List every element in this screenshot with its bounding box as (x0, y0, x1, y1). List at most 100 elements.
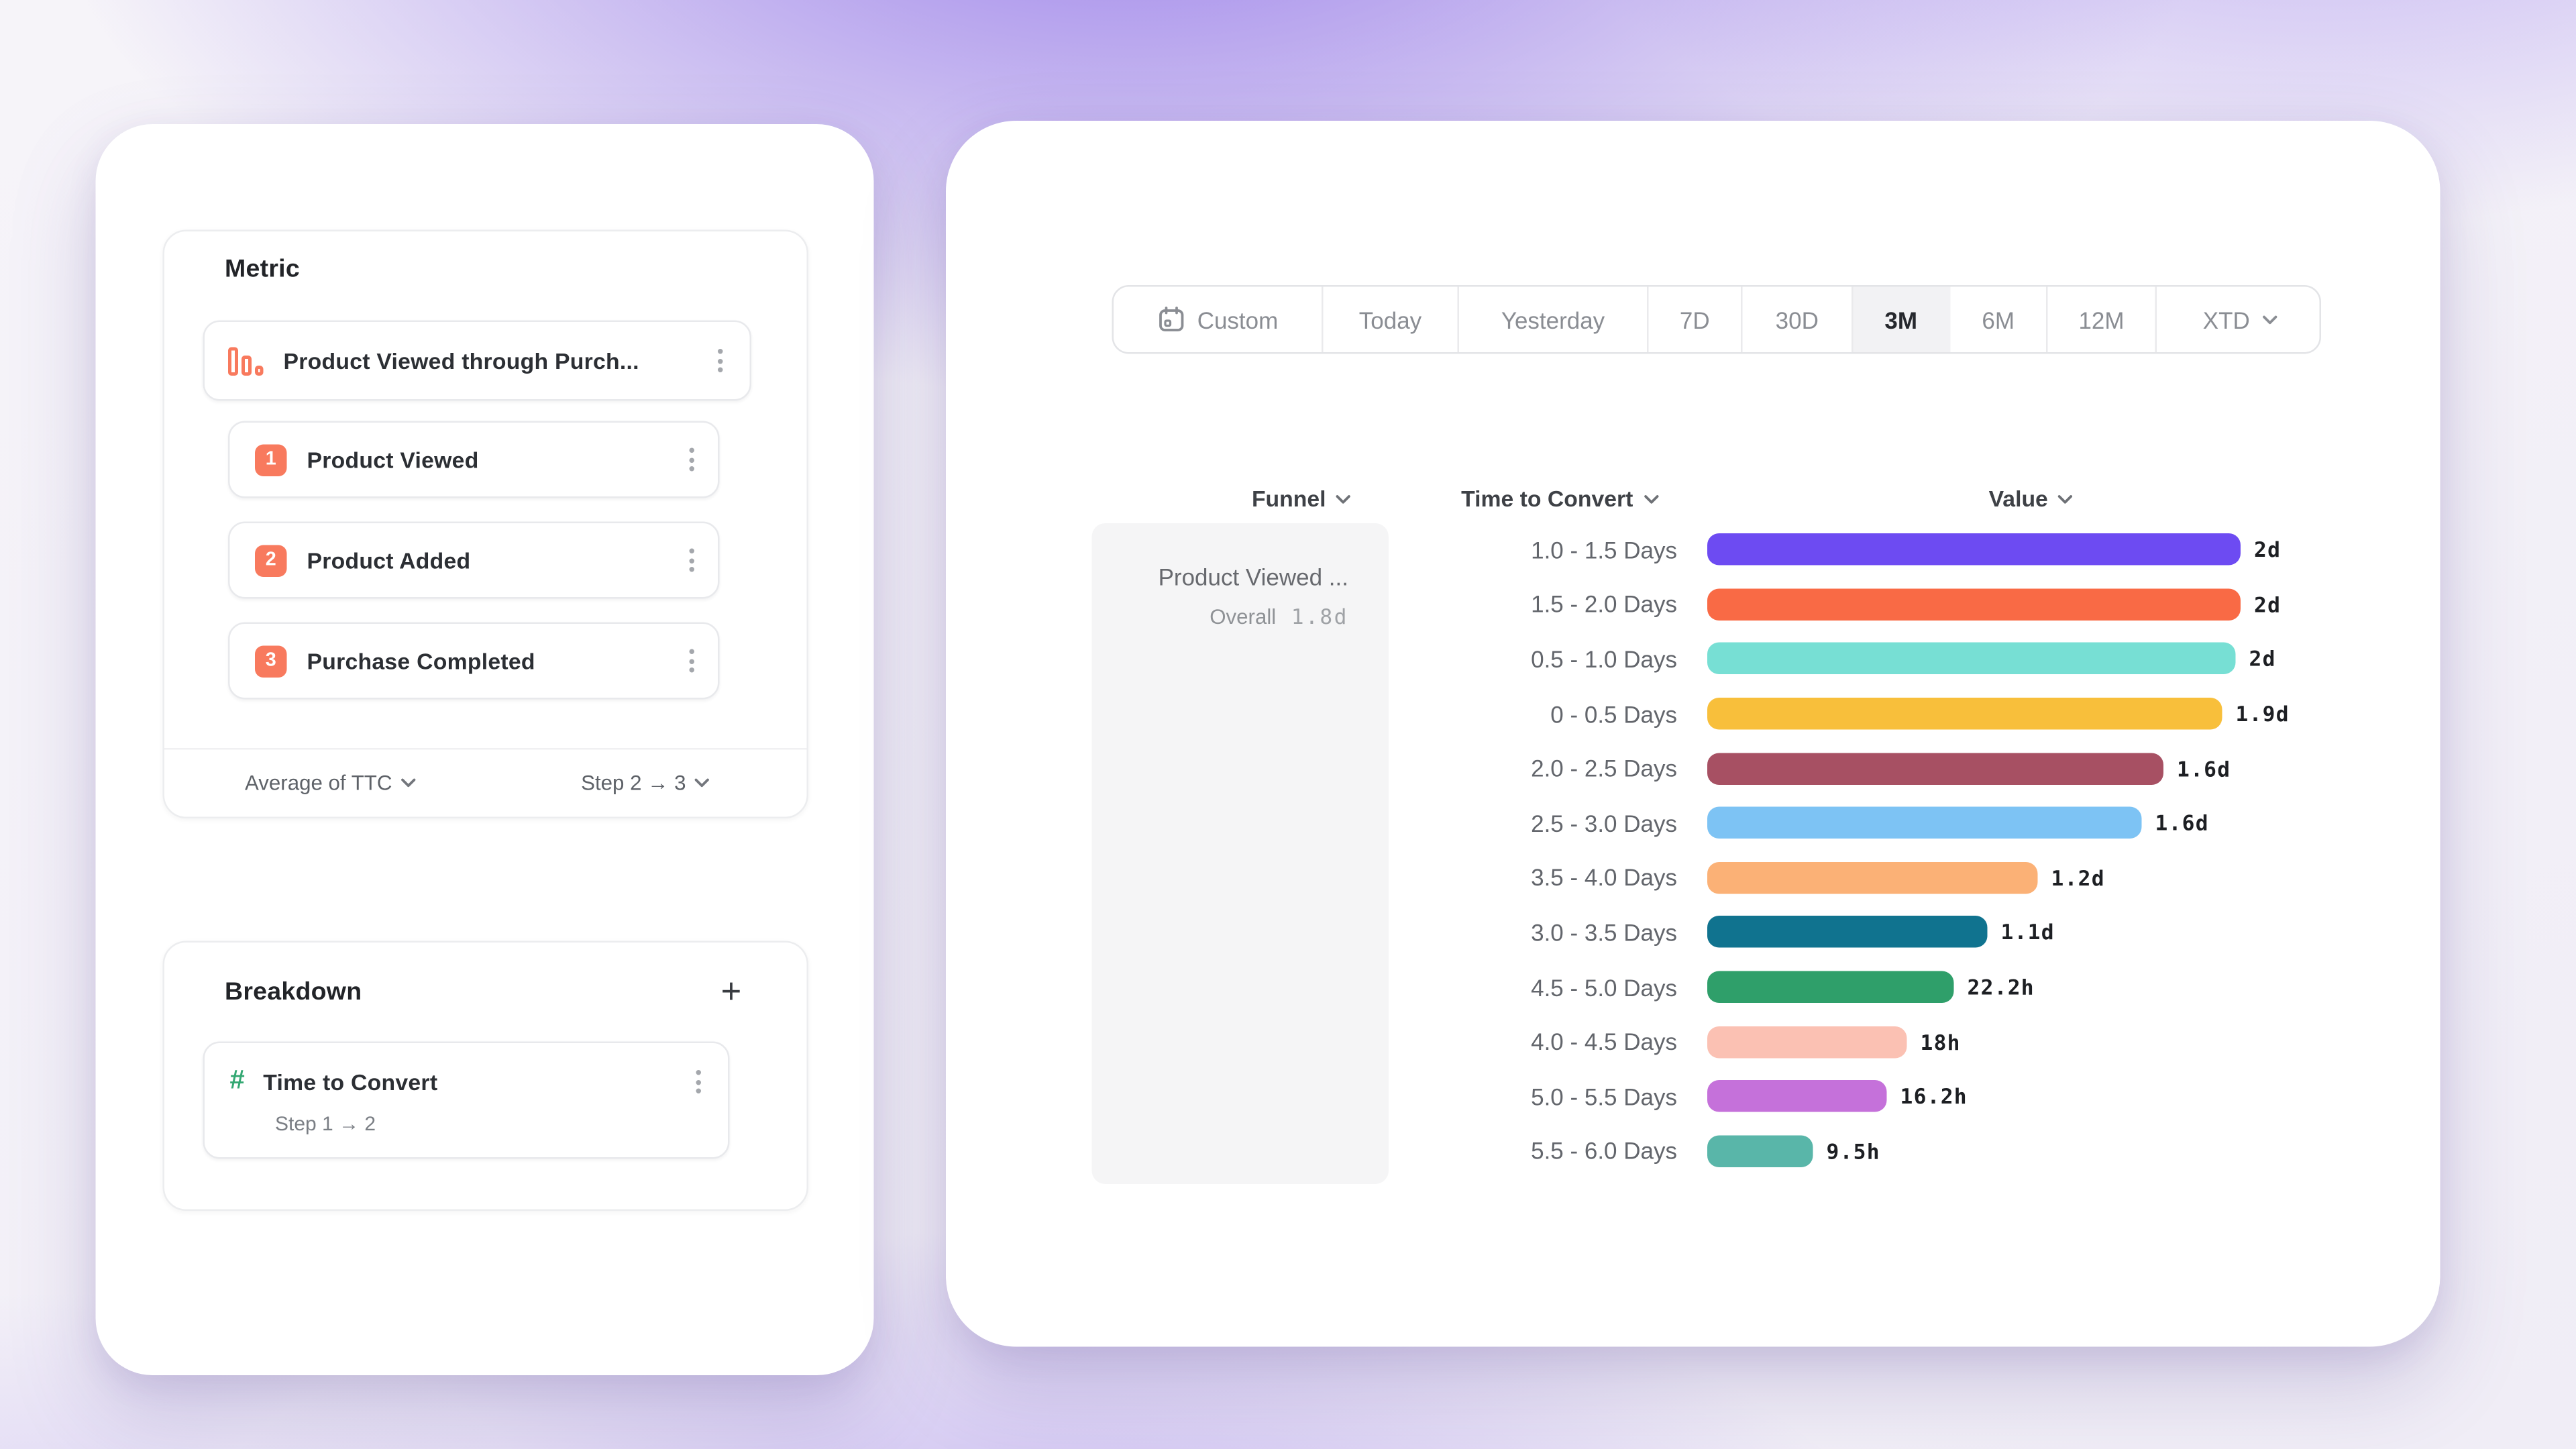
chevron-down-icon (2058, 494, 2073, 503)
bucket-label: 4.5 - 5.0 Days (1531, 973, 1677, 1001)
chart-row: 2.0 - 2.5 Days 1.6d (946, 741, 2440, 796)
bar-value-label: 1.9d (2235, 701, 2290, 727)
breakdown-section-title: Breakdown (225, 977, 362, 1007)
metric-section-title: Metric (225, 255, 300, 284)
bar-value-label: 1.6d (2155, 810, 2209, 836)
value-bar[interactable] (1707, 1026, 1907, 1058)
breakdown-item-card[interactable]: # Time to Convert Step 1 → 2 (203, 1041, 730, 1159)
step-1-kebab-menu-icon[interactable] (680, 441, 705, 478)
chevron-down-icon (2261, 315, 2277, 323)
funnel-step-2[interactable]: 2 Product Added (228, 521, 720, 599)
chart-row: 4.5 - 5.0 Days 22.2h (946, 960, 2440, 1014)
bar-value-label: 16.2h (1900, 1083, 1968, 1110)
value-bar[interactable] (1707, 807, 2142, 839)
query-builder-panel: Metric Product Viewed through Purch... 1… (95, 124, 874, 1375)
value-bar[interactable] (1707, 916, 1988, 949)
step-2-kebab-menu-icon[interactable] (680, 542, 705, 579)
bucket-label: 3.0 - 3.5 Days (1531, 918, 1677, 946)
bar-value-label: 1.6d (2177, 755, 2231, 782)
bucket-label: 5.0 - 5.5 Days (1531, 1083, 1677, 1110)
bar-value-label: 9.5h (1826, 1138, 1880, 1164)
funnel-step-1[interactable]: 1 Product Viewed (228, 421, 720, 498)
bar-value-label: 2d (2254, 592, 2282, 617)
date-option-custom[interactable]: Custom (1114, 286, 1324, 352)
date-range-control: Custom Today Yesterday 7D 30D 3M 6M 12M … (1112, 285, 2321, 354)
bucket-label: 0 - 0.5 Days (1550, 700, 1677, 727)
date-option-today[interactable]: Today (1324, 286, 1459, 352)
column-header-label: Time to Convert (1461, 486, 1633, 512)
bucket-label: 4.0 - 4.5 Days (1531, 1028, 1677, 1055)
column-header-value[interactable]: Value (1989, 486, 2074, 512)
date-option-yesterday[interactable]: Yesterday (1459, 286, 1649, 352)
column-header-label: Funnel (1251, 486, 1326, 512)
bar-value-label: 2d (2249, 646, 2276, 672)
column-header-time-to-convert[interactable]: Time to Convert (1461, 486, 1658, 512)
add-breakdown-button plus-icon[interactable]: + (720, 973, 742, 1012)
bar-value-label: 1.2d (2051, 865, 2105, 891)
breakdown-sublabel: Step 1 → 2 (275, 1112, 376, 1136)
value-bar[interactable] (1707, 643, 2236, 676)
calendar-icon (1159, 307, 1184, 331)
date-option-xtd[interactable]: XTD (2157, 287, 2320, 353)
value-bar[interactable] (1707, 861, 2038, 894)
bucket-label: 2.5 - 3.0 Days (1531, 809, 1677, 837)
metric-name: Product Viewed through Purch... (283, 347, 639, 374)
date-option-3m[interactable]: 3M (1853, 286, 1951, 352)
step-2-badge: 2 (255, 544, 287, 576)
bar-value-label: 2d (2254, 537, 2282, 563)
step-3-kebab-menu-icon[interactable] (680, 643, 705, 680)
value-bar[interactable] (1707, 698, 2222, 730)
date-option-7d[interactable]: 7D (1649, 286, 1743, 352)
step-range-label: Step 2 → 3 (581, 771, 686, 795)
value-bar[interactable] (1707, 1135, 1813, 1167)
breakdown-kebab-menu-icon[interactable] (686, 1063, 712, 1100)
bucket-label: 5.5 - 6.0 Days (1531, 1137, 1677, 1165)
funnel-row-cell[interactable]: Product Viewed ... Overall 1.8d (1091, 523, 1389, 1184)
chart-row: 3.5 - 4.0 Days 1.2d (946, 851, 2440, 905)
metric-kebab-menu-icon[interactable] (708, 342, 733, 379)
date-option-label: Custom (1197, 306, 1279, 333)
bar-value-label: 18h (1920, 1029, 1961, 1055)
funnel-name: Product Viewed ... (1158, 564, 1348, 590)
date-option-12m[interactable]: 12M (2048, 286, 2157, 352)
chevron-down-icon (1644, 494, 1658, 503)
metric-footer: Average of TTC Step 2 → 3 (164, 748, 807, 817)
chart-row: 0.5 - 1.0 Days 2d (946, 632, 2440, 686)
date-option-label: Yesterday (1501, 306, 1605, 333)
metric-event-card[interactable]: Product Viewed through Purch... (203, 320, 751, 401)
chart-row: 3.0 - 3.5 Days 1.1d (946, 905, 2440, 959)
value-bar[interactable] (1707, 1080, 1887, 1113)
date-option-label: 12M (2078, 306, 2125, 333)
overall-value: 1.8d (1291, 604, 1348, 629)
value-bar[interactable] (1707, 533, 2241, 566)
step-range-dropdown[interactable]: Step 2 → 3 (581, 771, 709, 795)
bar-value-label: 1.1d (2000, 920, 2055, 945)
value-bar[interactable] (1707, 971, 1954, 1004)
chart-row: 5.0 - 5.5 Days 16.2h (946, 1069, 2440, 1124)
chart-row: 1.5 - 2.0 Days 2d (946, 577, 2440, 631)
column-header-funnel[interactable]: Funnel (1252, 486, 1351, 512)
value-bar[interactable] (1707, 752, 2163, 785)
breakdown-section: Breakdown + # Time to Convert Step 1 → 2 (162, 941, 808, 1211)
date-option-6m[interactable]: 6M (1951, 286, 2048, 352)
bucket-label: 0.5 - 1.0 Days (1531, 645, 1677, 673)
step-2-label: Product Added (307, 547, 471, 573)
date-option-label: 7D (1679, 306, 1710, 333)
overall-label: Overall (1210, 605, 1277, 629)
chart-row: 2.5 - 3.0 Days 1.6d (946, 796, 2440, 850)
value-bar[interactable] (1707, 588, 2241, 621)
bucket-label: 1.5 - 2.0 Days (1531, 590, 1677, 618)
step-3-label: Purchase Completed (307, 648, 535, 674)
date-option-label: 6M (1982, 306, 2015, 333)
metric-section: Metric Product Viewed through Purch... 1… (162, 229, 808, 818)
aggregation-dropdown[interactable]: Average of TTC (245, 771, 415, 795)
date-option-30d[interactable]: 30D (1743, 286, 1854, 352)
step-1-label: Product Viewed (307, 447, 479, 472)
step-1-badge: 1 (255, 443, 287, 476)
bucket-label: 2.0 - 2.5 Days (1531, 755, 1677, 782)
funnel-step-3[interactable]: 3 Purchase Completed (228, 622, 720, 700)
date-option-label: 30D (1775, 306, 1819, 333)
chart-row: 0 - 0.5 Days 1.9d (946, 686, 2440, 741)
chevron-down-icon (1336, 494, 1351, 503)
